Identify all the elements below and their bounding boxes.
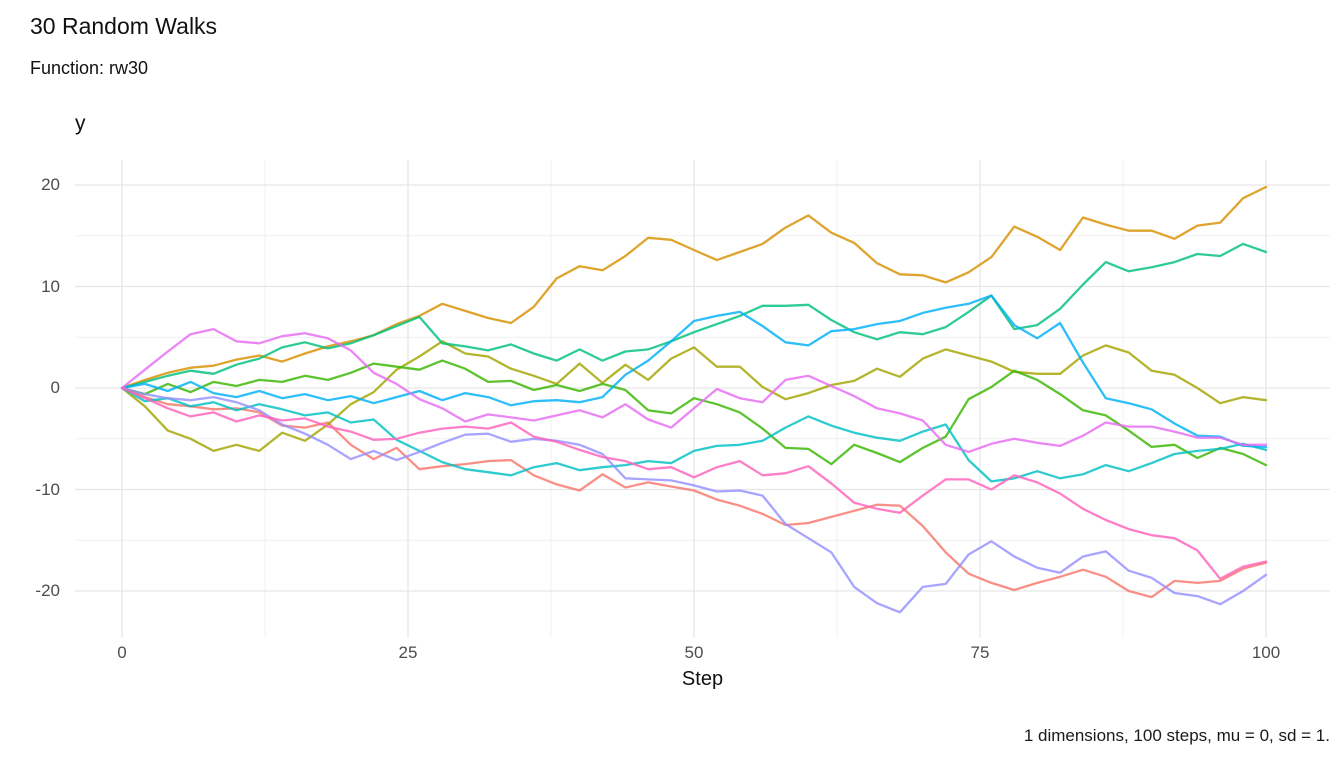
- plot-panel: [75, 160, 1330, 638]
- walk-line-walk-03: [120, 340, 1268, 453]
- y-tick-label: 0: [50, 378, 60, 397]
- y-tick-label: -10: [35, 479, 60, 499]
- chart-caption: 1 dimensions, 100 steps, mu = 0, sd = 1.: [1023, 726, 1330, 745]
- y-axis-tick-labels: -20 -10 0 10 20: [0, 160, 64, 638]
- x-axis-tick-labels: 0 25 50 75 100: [75, 642, 1330, 666]
- walk-line-walk-04: [120, 359, 1268, 467]
- x-tick-label: 100: [1251, 643, 1281, 662]
- y-tick-label: 10: [41, 276, 60, 296]
- x-tick-label: 50: [684, 643, 704, 662]
- random-walks-plot: [75, 160, 1330, 638]
- x-tick-label: 25: [398, 643, 418, 662]
- walk-line-walk-06: [120, 386, 1268, 483]
- chart-subtitle: Function: rw30: [30, 58, 149, 78]
- y-axis-title: y: [75, 112, 86, 135]
- walk-line-walk-05: [120, 242, 1268, 390]
- walk-line-walk-07: [120, 294, 1268, 449]
- walk-line-walk-10: [120, 386, 1268, 580]
- walk-line-walk-01: [120, 386, 1268, 599]
- y-tick-label: -20: [35, 581, 60, 600]
- x-tick-label: 75: [970, 643, 990, 662]
- y-tick-label: 20: [41, 175, 60, 194]
- x-axis-title: Step: [681, 668, 724, 690]
- walk-line-walk-08: [120, 386, 1268, 614]
- walk-line-walk-02: [120, 185, 1268, 390]
- chart-title: 30 Random Walks: [30, 13, 218, 39]
- walk-line-walk-09: [120, 327, 1268, 454]
- x-tick-label: 0: [117, 643, 127, 662]
